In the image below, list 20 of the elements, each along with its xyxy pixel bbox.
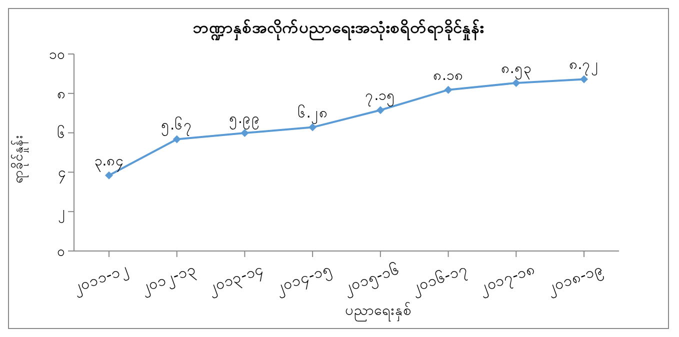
point	[376, 106, 384, 114]
y-tick-label: ၆	[57, 126, 66, 142]
data-label: ၈.၇၂	[568, 57, 600, 76]
data-label: ၆.၂၈	[297, 105, 328, 124]
y-tick-label: ၁၀	[49, 46, 66, 63]
point	[580, 75, 588, 84]
data-label: ၈.၅၃	[500, 60, 532, 79]
y-axis-title: ရာခိုင်နှုန်း	[10, 134, 28, 184]
data-label: ၅.၉၉	[228, 110, 260, 129]
data-label: ၇.၁၅	[365, 88, 396, 106]
data-label: ၈.၁၈	[433, 68, 464, 84]
y-tick-label: ၄	[58, 165, 66, 184]
data-label: ၅.၆၇	[161, 117, 193, 136]
y-tick-label: ၈	[57, 86, 66, 102]
y-tick-label: ၀	[57, 244, 66, 260]
chart-title: ဘဏ္ဍာနှစ်အလိုက်ပညာရေးအသုံးစရိတ်ရာခိုင်နှုန်း	[192, 17, 485, 41]
point	[444, 86, 452, 94]
data-label: ၃.၈၄	[94, 153, 124, 172]
x-axis-title: ပညာရေးနှစ်	[344, 301, 413, 322]
y-tick-label: ၂	[58, 204, 66, 223]
